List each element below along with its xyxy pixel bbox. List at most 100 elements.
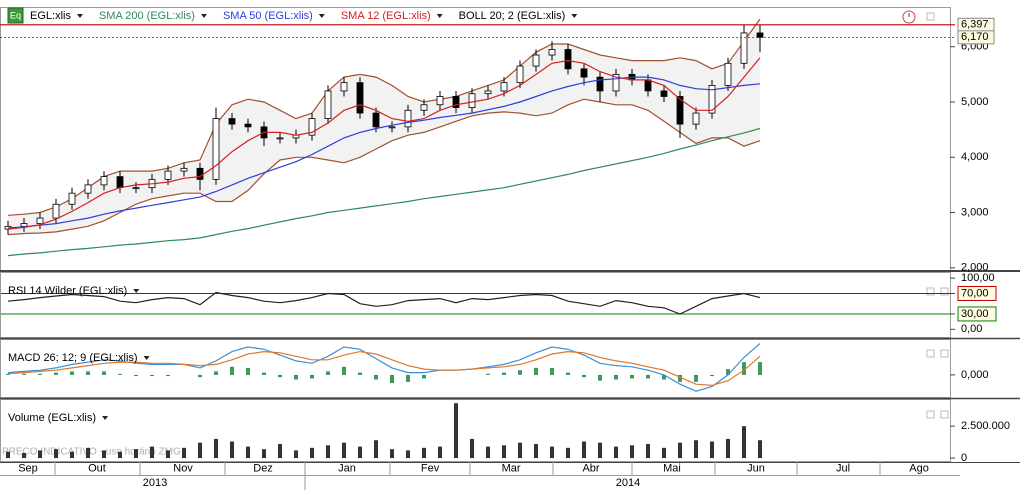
bar bbox=[566, 372, 570, 375]
bar bbox=[758, 440, 762, 459]
candle-body bbox=[324, 90, 332, 119]
bar bbox=[598, 374, 602, 381]
bar bbox=[630, 445, 634, 459]
legend-entry[interactable]: SMA 200 (EGL:xlis) bbox=[99, 10, 195, 22]
candle-body bbox=[212, 118, 220, 180]
candle-body bbox=[20, 223, 28, 227]
bar bbox=[166, 450, 170, 459]
candle-body bbox=[180, 167, 188, 172]
legend-entry[interactable]: EGL:xlis bbox=[30, 10, 71, 22]
candle-body bbox=[132, 187, 140, 190]
bar bbox=[534, 444, 538, 459]
bar bbox=[422, 374, 426, 379]
bar bbox=[278, 374, 282, 378]
bar bbox=[294, 450, 298, 459]
x-tick-label: Mar bbox=[502, 462, 521, 474]
x-tick-label: Abr bbox=[582, 462, 599, 474]
plot-area bbox=[6, 403, 762, 459]
bar bbox=[646, 444, 650, 459]
bar bbox=[518, 442, 522, 459]
bar bbox=[438, 446, 442, 459]
bar bbox=[486, 446, 490, 459]
y-tick-label: 0,00 bbox=[961, 323, 982, 335]
bar bbox=[342, 442, 346, 459]
bar bbox=[294, 374, 298, 380]
bar bbox=[150, 374, 154, 377]
year-label: 2014 bbox=[616, 477, 640, 489]
bar bbox=[374, 374, 378, 380]
bar bbox=[70, 371, 74, 375]
candle-body bbox=[644, 79, 652, 92]
candle-body bbox=[52, 203, 60, 219]
bar bbox=[390, 449, 394, 459]
panel-button[interactable] bbox=[926, 12, 935, 21]
candle-body bbox=[276, 137, 284, 140]
dropdown-arrow bbox=[102, 416, 109, 420]
legend-entry[interactable]: BOLL 20; 2 (EGL:xlis) bbox=[459, 10, 566, 22]
bar bbox=[502, 372, 506, 375]
y-tick-label: 30,00 bbox=[961, 308, 989, 320]
panel-button[interactable] bbox=[926, 287, 935, 296]
panel-button[interactable] bbox=[940, 349, 949, 358]
bar bbox=[678, 374, 682, 382]
watermark: PREÇO INDICATIVO - uso horário ZMG bbox=[2, 447, 181, 458]
candle-body bbox=[580, 68, 588, 78]
series-line bbox=[7, 291, 761, 315]
bar bbox=[406, 450, 410, 459]
bar bbox=[486, 373, 490, 375]
panel-button[interactable] bbox=[926, 349, 935, 358]
candle-body bbox=[740, 32, 748, 64]
candle-body bbox=[116, 176, 124, 189]
bar bbox=[758, 362, 762, 375]
bar bbox=[742, 362, 746, 375]
candle-body bbox=[36, 217, 44, 224]
bar bbox=[230, 441, 234, 459]
bar bbox=[54, 449, 58, 459]
bar bbox=[694, 374, 698, 382]
bar bbox=[70, 451, 74, 459]
candle-body bbox=[404, 109, 412, 128]
volume-panel bbox=[0, 399, 951, 462]
bar bbox=[310, 374, 314, 379]
bar bbox=[54, 372, 58, 375]
x-tick-label: Mai bbox=[663, 462, 681, 474]
symbol-icon[interactable] bbox=[7, 7, 24, 24]
x-tick-label: Nov bbox=[173, 462, 193, 474]
candle-body bbox=[84, 184, 92, 194]
series-line bbox=[7, 18, 761, 216]
candle-body bbox=[564, 49, 572, 70]
bar bbox=[694, 440, 698, 459]
legend-entry[interactable]: SMA 12 (EGL:xlis) bbox=[341, 10, 431, 22]
macd-panel bbox=[0, 339, 951, 398]
x-tick-label: Dez bbox=[253, 462, 273, 474]
symbol-icon-label: Eq bbox=[10, 10, 21, 20]
bar bbox=[326, 445, 330, 459]
panel-button[interactable] bbox=[926, 410, 935, 419]
candle-body bbox=[612, 73, 620, 92]
candle-body bbox=[500, 82, 508, 92]
dropdown-arrow bbox=[76, 14, 83, 18]
bar bbox=[662, 447, 666, 459]
candle-body bbox=[228, 118, 236, 125]
bar bbox=[230, 366, 234, 375]
candle-body bbox=[372, 112, 380, 128]
panel-title: Volume (EGL:xlis) bbox=[8, 412, 96, 424]
plot-area bbox=[6, 343, 762, 392]
price-label: 6,170 bbox=[961, 31, 989, 43]
bar bbox=[22, 452, 26, 459]
x-tick-label: Jun bbox=[747, 462, 765, 474]
plot-area bbox=[1, 291, 950, 315]
bar bbox=[134, 449, 138, 459]
price-label: 6,397 bbox=[961, 19, 989, 31]
legend-entry[interactable]: SMA 50 (EGL:xlis) bbox=[223, 10, 313, 22]
y-tick-box bbox=[957, 285, 997, 301]
series-line bbox=[7, 98, 761, 236]
bar bbox=[38, 373, 42, 375]
candle-body bbox=[452, 96, 460, 108]
panel-button[interactable] bbox=[940, 287, 949, 296]
panel-button[interactable] bbox=[940, 410, 949, 419]
candle-body bbox=[356, 82, 364, 114]
bar bbox=[278, 444, 282, 459]
bar bbox=[470, 438, 474, 459]
dropdown-arrow bbox=[133, 289, 140, 293]
